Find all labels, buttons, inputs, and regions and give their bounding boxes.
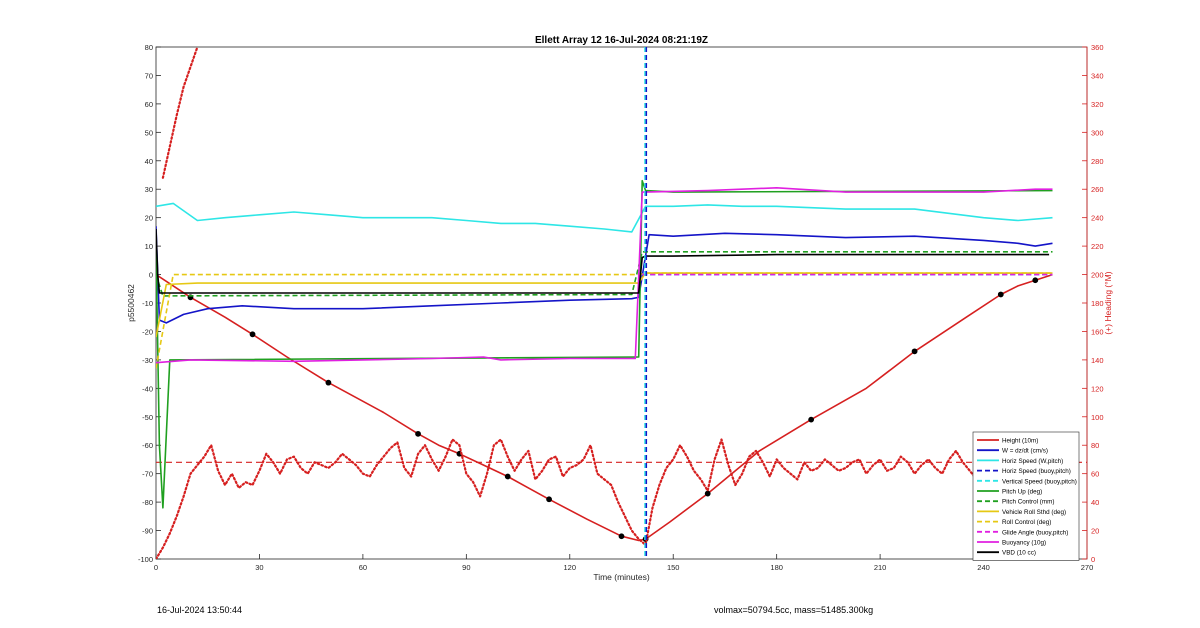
y-tick-label: -50 (142, 413, 153, 422)
y2-tick-label: 180 (1091, 299, 1104, 308)
x-tick-label: 30 (255, 563, 263, 572)
height-marker (546, 496, 552, 503)
series-line-6 (156, 251, 1053, 297)
legend-label: Pitch Up (deg) (1002, 489, 1042, 496)
y-tick-label: 30 (145, 185, 153, 194)
series-line-8 (156, 272, 1053, 369)
height-marker (249, 331, 256, 338)
footer-volmax-mass: volmax=50794.5cc, mass=51485.300kg (714, 605, 874, 615)
y2-tick-label: 280 (1091, 157, 1104, 166)
legend-label: VBD (10 cc) (1002, 550, 1036, 557)
series-line-10 (156, 187, 1053, 364)
x-tick-label: 270 (1081, 563, 1094, 572)
y2-tick-label: 320 (1091, 100, 1104, 109)
plot-frame (155, 46, 1088, 560)
x-tick-label: 240 (977, 563, 990, 572)
y-tick-label: 40 (145, 157, 153, 166)
legend-label: Buoyancy (10g) (1002, 540, 1046, 547)
y-tick-label: 80 (145, 43, 153, 52)
y-tick-label: -90 (142, 527, 153, 536)
legend-label: Pitch Control (mm) (1002, 499, 1054, 506)
x-axis-label: Time (minutes) (593, 572, 650, 582)
y2-tick-label: 300 (1091, 128, 1104, 137)
y2-tick-label: 120 (1091, 384, 1104, 393)
series-line-2 (156, 202, 1053, 233)
series-line-13 (161, 47, 199, 179)
y-tick-label: -60 (142, 441, 153, 450)
y2-tick-label: 160 (1091, 327, 1104, 336)
series-line-11 (156, 228, 1050, 294)
height-marker (808, 416, 815, 423)
x-tick-label: 60 (359, 563, 367, 572)
y2-tick-label: 100 (1091, 413, 1104, 422)
footer-timestamp: 16-Jul-2024 13:50:44 (157, 605, 243, 615)
series-line-1 (156, 226, 1053, 324)
legend-label: Horiz Speed (buoy,pitch) (1002, 468, 1071, 475)
y-tick-label: -10 (142, 299, 153, 308)
y-tick-label: -70 (142, 470, 153, 479)
y2-tick-label: 40 (1091, 498, 1099, 507)
y-tick-label: -20 (142, 327, 153, 336)
height-marker (504, 473, 511, 480)
y2-tick-label: 80 (1091, 441, 1099, 450)
y2-tick-label: 240 (1091, 214, 1104, 223)
height-marker (704, 490, 711, 497)
height-marker (1032, 277, 1039, 284)
y2-axis-label: (+) Heading (°M) (1103, 271, 1113, 334)
series-line-0 (156, 273, 1053, 542)
y-tick-label: 70 (145, 71, 153, 80)
y-tick-label: 10 (145, 242, 153, 251)
series-line-12 (156, 438, 1047, 559)
y-tick-label: -40 (142, 384, 153, 393)
y2-tick-label: 340 (1091, 71, 1104, 80)
x-tick-label: 210 (874, 563, 887, 572)
series-line-7 (156, 272, 1053, 338)
x-tick-label: 120 (564, 563, 577, 572)
legend-label: W = dz/dt (cm/s) (1002, 448, 1048, 455)
legend: Height (10m) W = dz/dt (cm/s) Horiz Speed … (972, 431, 1080, 561)
plot-area (156, 47, 1087, 559)
x-tick-label: 0 (154, 563, 158, 572)
y-tick-label: -80 (142, 498, 153, 507)
y-axis-label: p5500462 (126, 284, 136, 322)
y2-tick-label: 140 (1091, 356, 1104, 365)
y-tick-label: -30 (142, 356, 153, 365)
y2-tick-label: 260 (1091, 185, 1104, 194)
x-tick-label: 90 (462, 563, 470, 572)
x-tick-label: 180 (770, 563, 783, 572)
legend-label: Roll Control (deg) (1002, 519, 1051, 526)
legend-label: Horiz Speed (W,pitch) (1002, 458, 1063, 465)
height-marker (911, 348, 918, 355)
legend-label: Glide Angle (buoy,pitch) (1002, 529, 1068, 536)
y2-tick-label: 360 (1091, 43, 1104, 52)
y2-tick-label: 60 (1091, 470, 1099, 479)
height-marker (618, 533, 625, 540)
y-tick-label: 0 (149, 271, 153, 280)
y-tick-label: 20 (145, 214, 153, 223)
legend-label: Vehicle Roll Sthd (deg) (1002, 509, 1066, 516)
y-tick-label: -100 (138, 555, 153, 564)
height-marker (997, 291, 1004, 298)
y2-tick-label: 0 (1091, 555, 1095, 564)
chart-title: Ellett Array 12 16-Jul-2024 08:21:19Z (535, 35, 708, 46)
y2-tick-label: 20 (1091, 527, 1099, 536)
x-tick-label: 150 (667, 563, 680, 572)
y-tick-label: 50 (145, 128, 153, 137)
legend-label: Height (10m) (1002, 438, 1038, 445)
height-marker (415, 430, 421, 437)
height-marker (325, 379, 332, 386)
y2-tick-label: 220 (1091, 242, 1104, 251)
legend-label: Vertical Speed (buoy,pitch) (1002, 478, 1077, 485)
legend-box (972, 431, 1080, 561)
y2-tick-label: 200 (1091, 271, 1104, 280)
y-tick-label: 60 (145, 100, 153, 109)
